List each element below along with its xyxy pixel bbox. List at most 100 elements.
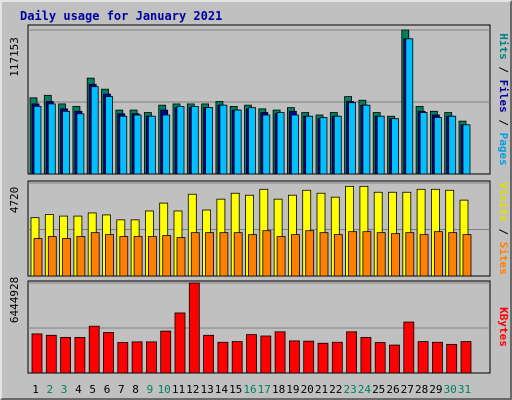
bar-sites	[162, 235, 172, 277]
bar-kbytes	[131, 341, 143, 374]
bar-sites	[362, 231, 372, 277]
bar-kbytes	[460, 341, 472, 374]
bar-pages	[147, 115, 156, 175]
x-tick-label: 24	[358, 383, 372, 396]
x-tick-label: 3	[61, 383, 68, 396]
bar-kbytes	[403, 321, 415, 374]
bar-kbytes	[446, 343, 458, 374]
x-tick-label: 26	[386, 383, 399, 396]
y-scale-label: 4720	[8, 187, 21, 214]
bar-pages	[362, 104, 371, 175]
bar-sites	[248, 234, 257, 277]
bar-kbytes	[346, 331, 358, 374]
bar-pages	[405, 38, 414, 175]
x-tick-label: 19	[286, 383, 299, 396]
x-tick-label: 20	[301, 383, 314, 396]
x-tick-label: 6	[104, 383, 111, 396]
bar-pages	[462, 124, 471, 175]
bar-pages	[33, 105, 42, 175]
x-tick-label: 13	[200, 383, 213, 396]
bar-pages	[276, 112, 285, 175]
bar-sites	[462, 234, 472, 277]
bar-kbytes	[260, 335, 272, 374]
x-tick-label: 17	[258, 383, 271, 396]
bar-kbytes	[431, 341, 443, 374]
legend-sites: Sites	[497, 242, 510, 275]
bar-pages	[47, 103, 56, 175]
x-tick-label: 15	[229, 383, 242, 396]
legend-visits: Visits	[497, 182, 510, 222]
legend-hits: Hits	[497, 33, 510, 60]
bar-pages	[233, 109, 242, 175]
bar-sites	[190, 232, 200, 277]
bar-kbytes	[145, 341, 157, 374]
bar-pages	[376, 115, 385, 175]
bar-sites	[33, 238, 43, 277]
bar-sites	[276, 236, 286, 277]
bar-pages	[190, 105, 199, 175]
x-tick-label: 28	[415, 383, 428, 396]
bar-sites	[119, 236, 129, 277]
bar-kbytes	[103, 332, 114, 374]
bar-sites	[233, 232, 243, 277]
bar-pages	[76, 113, 85, 175]
bar-pages	[419, 112, 428, 175]
panel-legend: Visits / Sites	[497, 182, 510, 275]
chart-panel-3: 6444928 KBytes	[8, 277, 510, 374]
bar-pages	[119, 115, 128, 175]
bar-sites	[419, 234, 429, 277]
legend-pages: Pages	[497, 133, 510, 166]
x-tick-label: 21	[315, 383, 328, 396]
bar-sites	[433, 231, 443, 277]
bar-sites	[47, 236, 57, 277]
x-tick-label: 12	[186, 383, 199, 396]
x-tick-label: 7	[118, 383, 125, 396]
bar-sites	[105, 234, 114, 277]
bar-pages	[348, 102, 357, 175]
chart-panel-1: 117153 Hits / Files / Pages	[8, 24, 510, 175]
x-tick-label: 14	[215, 383, 229, 396]
chart-panel-2: 4720 Visits / Sites	[8, 180, 510, 277]
bar-kbytes	[246, 334, 257, 374]
bar-kbytes	[45, 334, 57, 374]
bar-kbytes	[203, 334, 215, 374]
legend-separator: /	[497, 222, 510, 242]
x-tick-label: 16	[243, 383, 256, 396]
bar-sites	[219, 232, 229, 277]
bar-sites	[305, 230, 315, 277]
bar-sites	[319, 232, 329, 277]
x-tick-label: 9	[147, 383, 154, 396]
bar-kbytes	[303, 340, 315, 374]
x-tick-label: 22	[329, 383, 342, 396]
bar-kbytes	[117, 342, 129, 374]
y-scale-label: 117153	[8, 37, 21, 77]
bar-sites	[90, 232, 100, 277]
bar-sites	[76, 236, 86, 277]
bar-pages	[219, 104, 228, 175]
panel-legend: KBytes	[497, 307, 510, 347]
bar-pages	[448, 115, 457, 175]
bar-kbytes	[231, 341, 243, 374]
bar-sites	[147, 236, 157, 277]
bar-kbytes	[389, 344, 400, 374]
bar-pages	[433, 117, 442, 175]
x-tick-label: 30	[444, 383, 457, 396]
bar-pages	[248, 107, 256, 175]
legend-separator: /	[497, 60, 510, 80]
bar-pages	[391, 118, 399, 175]
bar-sites	[405, 232, 415, 277]
bar-kbytes	[160, 330, 172, 374]
x-tick-label: 2	[46, 383, 53, 396]
y-scale-label: 6444928	[8, 277, 21, 323]
x-tick-label: 4	[75, 383, 82, 396]
x-tick-label: 11	[172, 383, 185, 396]
bar-pages	[176, 105, 185, 175]
bar-pages	[162, 114, 171, 175]
bar-sites	[391, 233, 400, 277]
bar-kbytes	[174, 312, 186, 374]
bar-sites	[376, 232, 386, 277]
bar-pages	[319, 117, 328, 175]
legend-files: Files	[497, 80, 510, 113]
bar-kbytes	[60, 336, 71, 374]
